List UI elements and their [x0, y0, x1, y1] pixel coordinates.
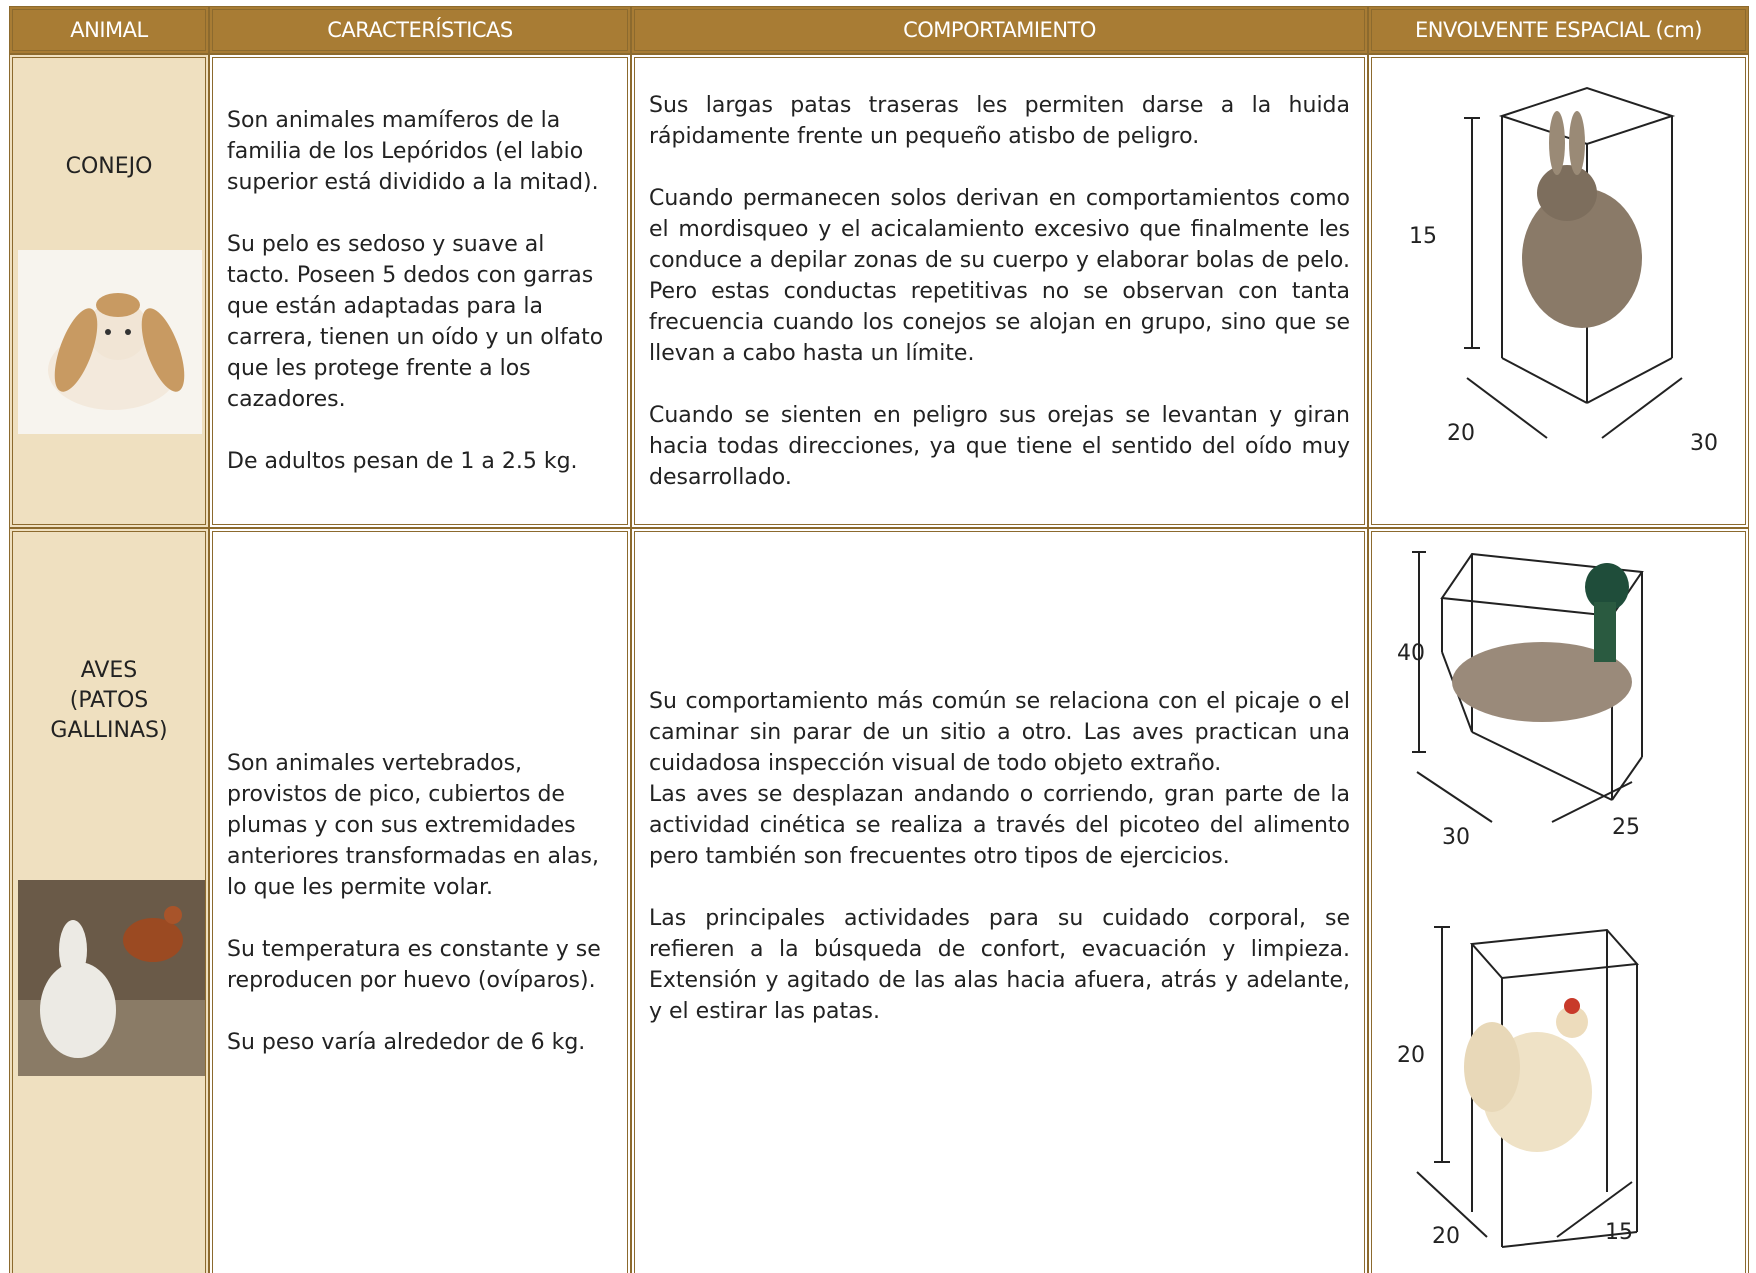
header-text: ENVOLVENTE ESPACIAL (cm) — [1415, 18, 1702, 42]
behavior-paragraph: Su comportamiento más común se relaciona… — [649, 686, 1350, 872]
birds-photo — [18, 880, 205, 1076]
characteristics-paragraph: Su pelo es sedoso y suave al tacto. Pose… — [227, 232, 604, 412]
width-label: 25 — [1612, 815, 1640, 840]
behavior-paragraph: Las principales actividades para su cuid… — [649, 903, 1350, 1027]
behavior-cell: Sus largas patas traseras les permiten d… — [631, 54, 1368, 528]
height-label: 20 — [1397, 1043, 1425, 1068]
envelope-cell: 40 30 25 20 20 15 — [1368, 528, 1749, 1273]
depth-label: 20 — [1432, 1224, 1460, 1249]
depth-label: 20 — [1447, 421, 1475, 446]
characteristics-paragraph: Son animales mamíferos de la familia de … — [227, 108, 599, 195]
animal-name: AVES (PATOS GALLINAS) — [13, 656, 205, 746]
envelope-cell: 15 20 30 — [1368, 54, 1749, 528]
header-cell: COMPORTAMIENTO — [631, 6, 1368, 54]
characteristics-paragraph: Son animales vertebrados, provistos de p… — [227, 751, 599, 900]
header-text: ANIMAL — [70, 18, 148, 42]
animal-name: CONEJO — [13, 152, 205, 182]
behavior-paragraph: Sus largas patas traseras les permiten d… — [649, 90, 1350, 152]
animal-name-line: (PATOS — [69, 688, 149, 713]
header-text: COMPORTAMIENTO — [903, 18, 1096, 42]
animal-name-line: GALLINAS) — [50, 718, 168, 743]
rabbit-photo — [18, 250, 202, 434]
header-cell: CARACTERÍSTICAS — [209, 6, 631, 54]
behavior-line: Su comportamiento más común se relaciona… — [649, 689, 1350, 776]
animal-name-line: CONEJO — [65, 154, 153, 179]
height-label: 40 — [1397, 641, 1425, 666]
behavior-line: Cuando permanecen solos derivan en compo… — [649, 185, 1350, 366]
characteristics-paragraph: De adultos pesan de 1 a 2.5 kg. — [227, 449, 578, 474]
behavior-line: Cuando se sienten en peligro sus orejas … — [649, 402, 1350, 490]
behavior-line: Sus largas patas traseras les permiten d… — [649, 92, 1350, 149]
behavior-cell: Su comportamiento más común se relaciona… — [631, 528, 1368, 1273]
width-label: 30 — [1690, 431, 1718, 456]
animal-cell: AVES (PATOS GALLINAS) — [9, 528, 209, 1273]
width-label: 15 — [1605, 1220, 1633, 1245]
characteristics-cell: Son animales vertebrados, provistos de p… — [209, 528, 631, 1273]
characteristics-paragraph: Su peso varía alrededor de 6 kg. — [227, 1030, 586, 1055]
behavior-paragraph: Cuando permanecen solos derivan en compo… — [649, 183, 1350, 369]
behavior-line: Las aves se desplazan andando o corriend… — [649, 782, 1350, 869]
characteristics-cell: Son animales mamíferos de la familia de … — [209, 54, 631, 528]
header-cell: ENVOLVENTE ESPACIAL (cm) — [1368, 6, 1749, 54]
behavior-paragraph: Cuando se sienten en peligro sus orejas … — [649, 400, 1350, 493]
header-cell: ANIMAL — [9, 6, 209, 54]
envelope-diagram: 15 20 30 — [1409, 86, 1718, 456]
envelope-diagram: 40 30 25 20 20 15 — [1397, 551, 1644, 1249]
behavior-line: Las principales actividades para su cuid… — [649, 906, 1350, 1024]
depth-label: 30 — [1442, 825, 1470, 850]
characteristics-paragraph: Su temperatura es constante y se reprodu… — [227, 937, 601, 993]
animal-name-line: AVES — [80, 658, 138, 683]
height-label: 15 — [1409, 224, 1437, 249]
animal-cell: CONEJO — [9, 54, 209, 528]
header-text: CARACTERÍSTICAS — [327, 18, 513, 42]
